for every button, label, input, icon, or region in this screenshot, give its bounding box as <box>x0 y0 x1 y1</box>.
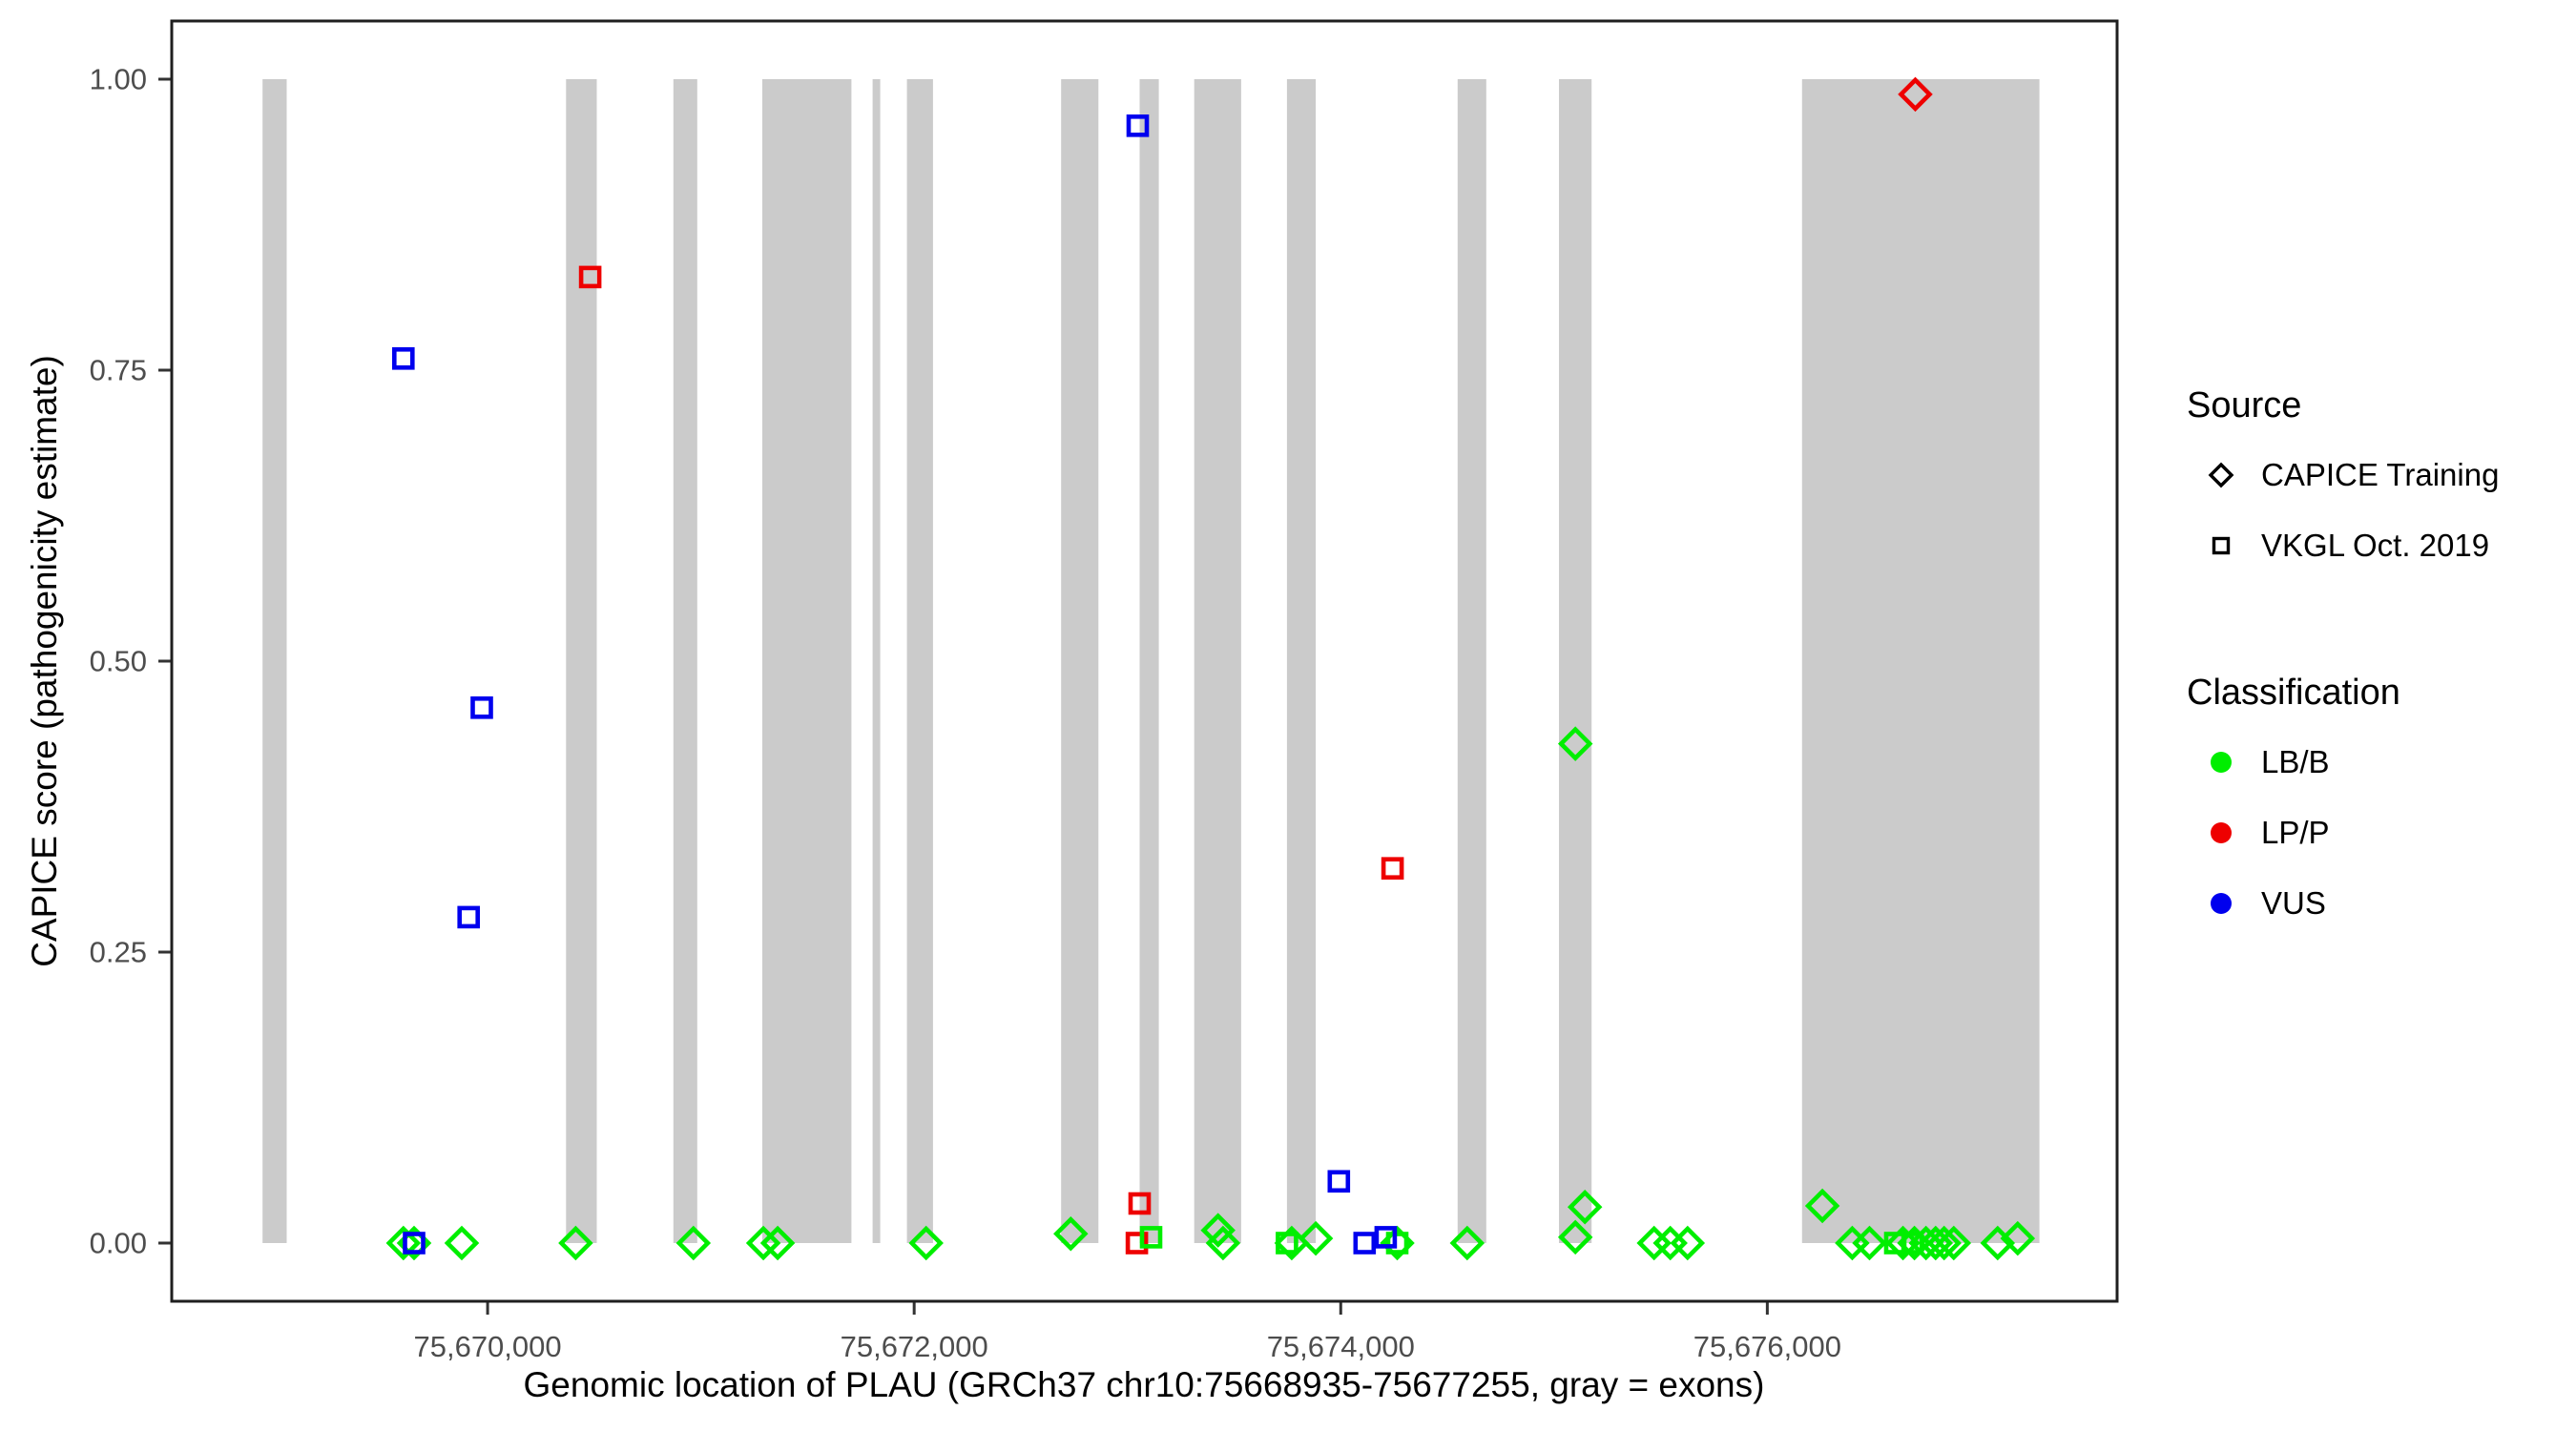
y-tick-label: 0.75 <box>89 353 147 387</box>
data-point <box>1885 1225 1921 1261</box>
data-point <box>1804 1188 1840 1224</box>
legend-item-classification: VUS <box>2187 880 2499 927</box>
x-axis-title: Genomic location of PLAU (GRCh37 chr10:7… <box>523 1365 1765 1404</box>
exon-bar <box>872 79 881 1243</box>
data-point <box>385 1225 422 1261</box>
legend-glyph-shape <box>2208 462 2234 488</box>
data-point <box>1126 114 1150 137</box>
data-point <box>1898 76 1933 113</box>
legend-item-classification: LB/B <box>2187 738 2499 786</box>
data-point <box>1385 1232 1409 1255</box>
exon-bar <box>566 79 597 1243</box>
data-point <box>675 1225 712 1261</box>
legend-glyph-shape <box>2212 536 2231 555</box>
legend-item-source: VKGL Oct. 2019 <box>2187 522 2499 570</box>
data-point <box>1557 726 1593 761</box>
legend-item-source: CAPICE Training <box>2187 451 2499 499</box>
data-point <box>1926 1225 1962 1261</box>
legend-spacer <box>2187 592 2499 673</box>
data-point <box>908 1225 944 1261</box>
data-point <box>391 346 415 370</box>
legend-glyph-shape <box>2211 893 2232 914</box>
exon-bar <box>1286 79 1317 1243</box>
data-point <box>444 1225 480 1261</box>
data-point <box>1980 1225 2016 1261</box>
data-point <box>1139 1226 1163 1249</box>
legend-item-label: CAPICE Training <box>2261 457 2500 492</box>
legend-color-dot-icon <box>2211 822 2232 843</box>
legend-glyph-shape <box>2211 822 2232 843</box>
data-point <box>578 265 602 289</box>
data-point <box>558 1225 593 1261</box>
data-point <box>1125 1232 1149 1255</box>
data-point <box>457 905 481 929</box>
exon-bar <box>1139 79 1159 1243</box>
y-axis-title: CAPICE score (pathogenicity estimate) <box>25 355 64 967</box>
exon-bar <box>1061 79 1099 1243</box>
data-point <box>470 695 493 719</box>
legend-classification-title: Classification <box>2187 673 2400 713</box>
data-point <box>1053 1215 1089 1252</box>
data-point <box>1205 1225 1241 1261</box>
data-point <box>759 1225 796 1261</box>
data-point <box>745 1225 781 1261</box>
data-point <box>1381 857 1404 881</box>
exon-bar <box>1194 79 1241 1243</box>
legend-classification-items: LB/B LP/P VUS <box>2187 738 2499 927</box>
y-tick-label: 0.50 <box>89 644 147 678</box>
data-point <box>1852 1225 1887 1261</box>
legend-item-label: LB/B <box>2261 744 2330 779</box>
legend-item-label: VKGL Oct. 2019 <box>2261 528 2490 563</box>
data-point <box>1936 1225 1972 1261</box>
exon-bar <box>1801 79 2040 1243</box>
data-point <box>1380 1225 1415 1261</box>
data-point <box>1128 1192 1152 1215</box>
legend-source-title: Source <box>2187 385 2302 425</box>
x-tick-label: 75,670,000 <box>413 1330 562 1363</box>
panel-border <box>170 19 2119 1303</box>
legend-glyph-shape <box>2211 752 2232 773</box>
data-point <box>1567 1189 1603 1225</box>
data-point <box>1374 1226 1398 1249</box>
legend-item-label: LP/P <box>2261 815 2330 850</box>
x-tick-label: 75,676,000 <box>1693 1330 1841 1363</box>
exon-bar <box>262 79 287 1243</box>
data-point <box>403 1232 426 1255</box>
exon-bar <box>762 79 852 1243</box>
exon-bar <box>1559 79 1592 1243</box>
exon-bar <box>1457 79 1486 1243</box>
data-point <box>1353 1232 1377 1255</box>
data-point <box>2000 1220 2036 1256</box>
x-tick-label: 75,674,000 <box>1266 1330 1415 1363</box>
legend-square-icon <box>2212 536 2231 555</box>
y-tick-label: 0.25 <box>89 935 147 969</box>
legend-color-dot-icon <box>2211 893 2232 914</box>
data-point <box>1298 1220 1334 1256</box>
legend-source-items: CAPICE Training VKGL Oct. 2019 <box>2187 451 2499 570</box>
data-point <box>1557 1219 1593 1255</box>
data-point <box>1449 1225 1485 1261</box>
y-tick-label: 0.00 <box>89 1226 147 1260</box>
data-point <box>1200 1213 1236 1248</box>
legend-item-label: VUS <box>2261 885 2326 921</box>
legend-diamond-icon <box>2208 462 2234 488</box>
data-point <box>1670 1225 1706 1261</box>
legend-color-dot-icon <box>2211 752 2232 773</box>
y-tick-label: 1.00 <box>89 62 147 96</box>
x-tick-label: 75,672,000 <box>840 1330 988 1363</box>
exon-bar <box>673 79 697 1243</box>
exon-bar <box>906 79 933 1243</box>
data-point <box>1327 1170 1351 1193</box>
legend: Source CAPICE Training VKGL Oct. 2019 Cla… <box>2187 385 2499 950</box>
legend-item-classification: LP/P <box>2187 809 2499 857</box>
